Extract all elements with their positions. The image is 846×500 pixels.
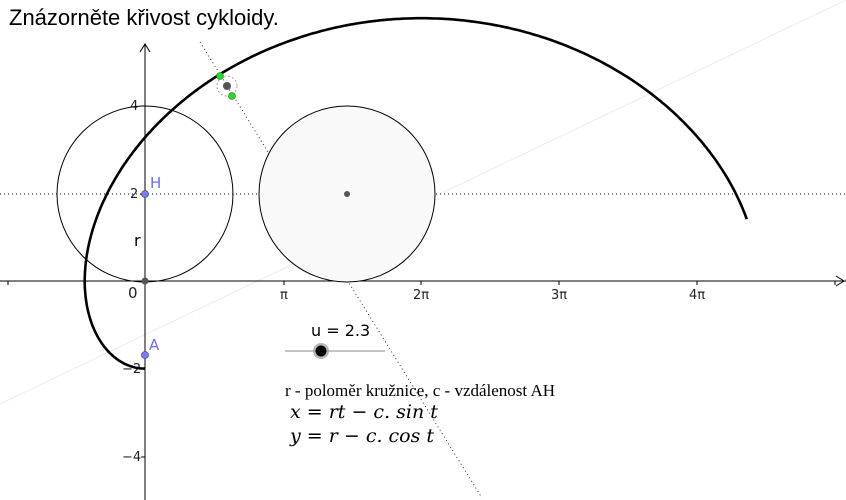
slider-handle[interactable]: [315, 345, 327, 357]
point-a[interactable]: [141, 351, 149, 359]
point-h[interactable]: [141, 190, 149, 198]
origin-point[interactable]: [141, 277, 149, 285]
legend-note: r - poloměr kružnice, c - vzdálenost AH: [285, 381, 555, 400]
slider-label: u = 2.3: [311, 321, 370, 340]
x-tick-label-pi: π: [280, 288, 288, 303]
y-tick-label-2: 2: [130, 187, 138, 202]
page-title: Znázorněte křivost cykloidy.: [9, 5, 279, 30]
y-axis-arrow: [139, 43, 151, 53]
equation-y: y = r − c. cos t: [289, 425, 434, 447]
equation-x: x = rt − c. sin t: [290, 401, 438, 423]
point-h-label: H: [150, 174, 161, 192]
y-tick-label-minus-4: −4: [122, 450, 141, 465]
x-tick-label-2pi: 2π: [413, 288, 429, 303]
rolling-circle-center[interactable]: [344, 191, 350, 197]
neighbor-point-upper[interactable]: [216, 72, 224, 80]
radius-label: r: [134, 231, 141, 250]
cycloid-curve: [83, 16, 749, 370]
point-a-label: A: [149, 336, 160, 354]
origin-label: 0: [128, 284, 138, 302]
x-tick-label-4pi: 4π: [689, 288, 705, 303]
neighbor-point-lower[interactable]: [228, 92, 236, 100]
curve-point[interactable]: [223, 82, 231, 90]
x-axis-arrow: [835, 275, 845, 287]
curvature-point-ring: [216, 75, 238, 97]
x-tick-label-3pi: 3π: [551, 288, 567, 303]
